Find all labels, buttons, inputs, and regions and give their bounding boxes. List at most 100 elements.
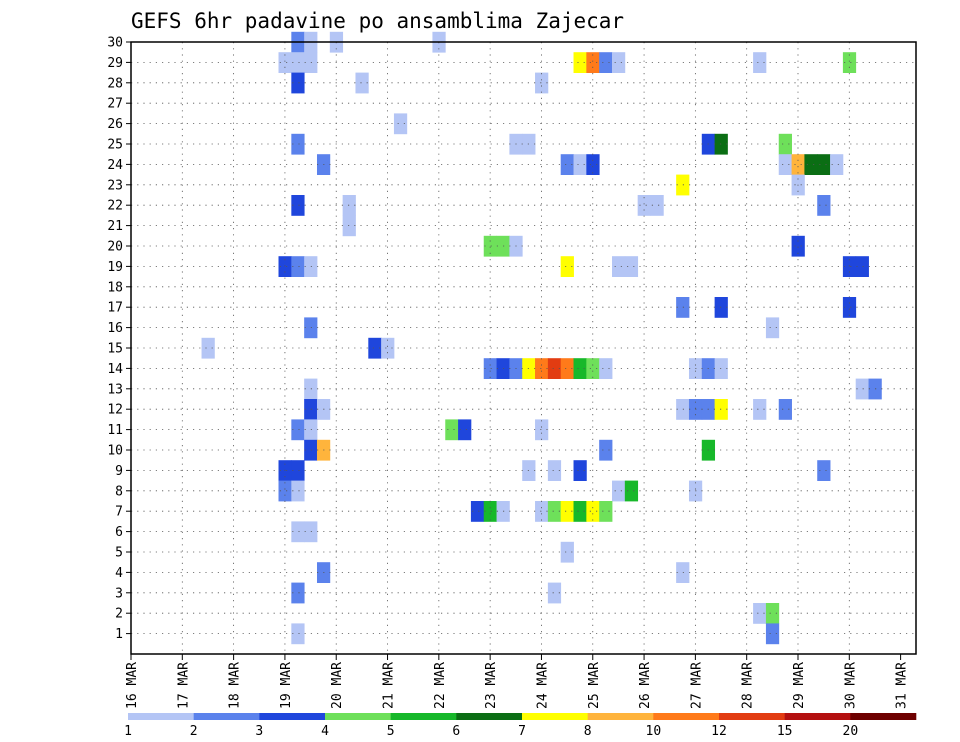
x-tick-label: 16 MAR [125,662,140,709]
heatmap-cell [291,582,305,604]
heatmap-cell [817,154,831,175]
x-tick-label: 21 MAR [382,662,397,709]
heatmap-cell [201,337,215,359]
heatmap-cell [547,582,562,604]
y-tick-label: 24 [107,158,123,173]
heatmap-cell [304,399,318,420]
heatmap-cell [381,337,395,359]
x-tick-label: 27 MAR [689,662,704,709]
colorbar-swatch [390,713,457,720]
heatmap-cell [278,480,292,502]
x-tick-label: 17 MAR [176,662,191,709]
y-tick-label: 7 [115,505,123,520]
heatmap-cell [304,317,318,339]
colorbar-swatch [587,713,654,720]
heatmap-cell [458,419,472,441]
x-tick-label: 19 MAR [279,662,294,709]
colorbar-label: 10 [646,724,662,739]
x-tick-label: 29 MAR [792,662,807,709]
heatmap-cell [278,52,292,73]
heatmap-cell [855,256,869,277]
colorbar-swatch [193,713,260,720]
heatmap-cell [547,501,562,522]
colorbar-label: 3 [255,724,263,739]
x-tick-label: 22 MAR [433,662,448,709]
heatmap-cell [586,154,600,175]
heatmap-cell [573,501,587,522]
heatmap-cell [842,297,857,318]
x-tick-label: 30 MAR [843,662,858,709]
heatmap-cell [778,399,792,420]
colorbar-swatch [259,713,326,720]
colorbar-swatch [522,713,588,720]
colorbar-label: 12 [711,724,727,739]
y-tick-label: 18 [107,280,123,295]
heatmap-cell [483,235,497,257]
heatmap-cell [291,480,305,502]
heatmap-cell [304,378,318,400]
heatmap-cell [291,419,305,441]
y-tick-label: 16 [107,321,123,336]
heatmap-cell [753,603,767,624]
heatmap-cell [535,501,549,522]
heatmap-cell [676,297,690,318]
y-tick-label: 12 [107,403,123,418]
colorbar-label: 5 [387,724,395,739]
heatmap-cell [714,399,728,420]
heatmap-cell [586,358,600,379]
colorbar-swatch [325,713,391,720]
y-tick-label: 6 [115,525,123,540]
y-tick-label: 26 [107,117,123,132]
x-tick-label: 23 MAR [484,662,499,709]
heatmap-cell [676,399,690,420]
y-tick-label: 13 [107,382,123,397]
heatmap-cell [676,562,690,583]
heatmap-cell [483,501,497,522]
heatmap-cell [778,154,792,175]
colorbar-swatch [784,713,851,720]
x-tick-label: 28 MAR [741,662,756,709]
colorbar-label: 1 [124,724,132,739]
x-tick-label: 25 MAR [587,662,602,709]
heatmap-cell [470,501,485,522]
heatmap-cell [304,521,318,543]
colorbar-swatch [456,713,523,720]
heatmap-cell [535,419,549,441]
heatmap-cell [791,154,805,175]
chart-title: GEFS 6hr padavine po ansamblima Zajecar [131,9,624,33]
heatmap-cell [573,52,587,73]
y-tick-label: 3 [115,586,123,601]
colorbar-swatch [653,713,720,720]
heatmap-cells [201,31,882,645]
y-tick-label: 15 [107,342,123,357]
colorbar-swatch [719,713,785,720]
heatmap-cell [817,195,831,216]
heatmap-cell [830,154,844,175]
heatmap-cell [765,603,780,624]
heatmap-cell [599,52,613,73]
colorbar-label: 4 [321,724,329,739]
y-tick-label: 11 [107,423,123,438]
heatmap-cell [855,378,869,400]
y-tick-label: 1 [115,627,123,642]
y-tick-label: 25 [107,138,123,153]
heatmap-cell [560,541,574,563]
heatmap-cell [445,419,459,441]
heatmap-cell [676,174,690,196]
heatmap-cell [650,195,664,216]
colorbar-label: 2 [190,724,198,739]
heatmap-cell [612,480,626,502]
colorbar: 1 2 3 4 5 6 7 8 10 12 15 20 [124,713,917,739]
y-tick-label: 8 [115,484,123,499]
heatmap-cell [612,256,626,277]
heatmap-cell [778,133,792,155]
y-tick-label: 30 [107,36,123,51]
heatmap-cell [573,358,587,379]
heatmap-cell [599,439,613,461]
heatmap-cell [535,72,549,94]
heatmap-cell [304,439,318,461]
colorbar-swatch [850,713,917,720]
y-tick-label: 5 [115,546,123,561]
heatmap-cell [483,358,497,379]
